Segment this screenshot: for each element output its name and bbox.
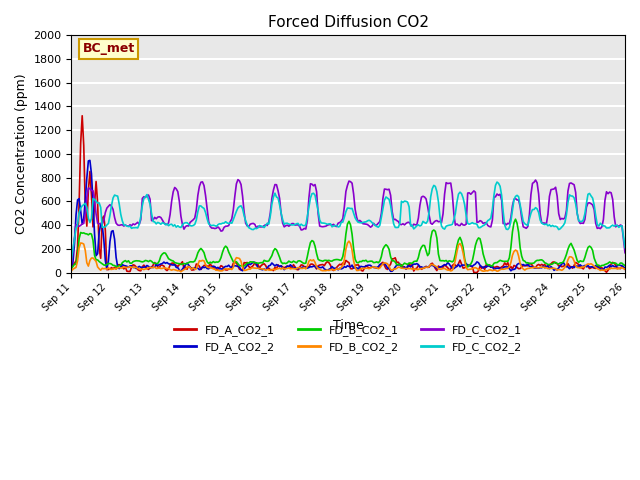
FD_C_CO2_2 (232, 208, 240, 214)
FD_B_CO2_2 (621, 266, 629, 272)
FD_C_CO2_2 (136, 221, 143, 227)
FD_C_CO2_1 (253, 225, 260, 231)
FD_B_CO2_1 (232, 259, 240, 264)
FD_C_CO2_2 (592, 213, 600, 218)
FD_B_CO2_1 (136, 258, 143, 264)
FD_A_CO2_2 (137, 264, 145, 270)
FD_C_CO2_2 (310, 191, 317, 196)
FD_A_CO2_2 (86, 157, 93, 163)
Line: FD_B_CO2_1: FD_B_CO2_1 (72, 219, 625, 269)
Line: FD_A_CO2_2: FD_A_CO2_2 (72, 160, 625, 271)
FD_A_CO2_1 (137, 268, 145, 274)
FD_B_CO2_2 (593, 265, 601, 271)
FD_A_CO2_2 (621, 265, 629, 271)
Legend: FD_A_CO2_1, FD_A_CO2_2, FD_B_CO2_1, FD_B_CO2_2, FD_C_CO2_1, FD_C_CO2_2: FD_A_CO2_1, FD_A_CO2_2, FD_B_CO2_1, FD_B… (170, 321, 527, 357)
FD_B_CO2_2 (234, 255, 242, 261)
FD_B_CO2_1 (511, 216, 519, 222)
FD_B_CO2_1 (260, 257, 268, 263)
FD_A_CO2_2 (68, 264, 76, 270)
FD_B_CO2_1 (251, 260, 259, 265)
FD_B_CO2_2 (345, 238, 353, 244)
FD_B_CO2_2 (177, 269, 185, 275)
Line: FD_C_CO2_2: FD_C_CO2_2 (72, 182, 625, 260)
FD_A_CO2_1 (234, 263, 242, 269)
X-axis label: Time: Time (333, 319, 364, 332)
Line: FD_C_CO2_1: FD_C_CO2_1 (72, 180, 625, 264)
FD_A_CO2_1 (253, 263, 260, 268)
FD_C_CO2_1 (234, 177, 242, 182)
FD_A_CO2_1 (78, 113, 86, 119)
FD_B_CO2_1 (310, 239, 317, 244)
FD_A_CO2_2 (262, 267, 269, 273)
FD_C_CO2_2 (68, 257, 76, 263)
FD_C_CO2_1 (68, 262, 76, 267)
FD_A_CO2_2 (234, 264, 242, 269)
FD_A_CO2_2 (387, 268, 394, 274)
FD_A_CO2_2 (311, 264, 319, 269)
FD_A_CO2_1 (311, 264, 319, 270)
FD_B_CO2_1 (592, 259, 600, 265)
FD_A_CO2_1 (470, 270, 477, 276)
FD_B_CO2_1 (621, 263, 629, 268)
FD_A_CO2_1 (593, 264, 601, 270)
FD_C_CO2_1 (592, 220, 600, 226)
FD_C_CO2_2 (621, 245, 629, 251)
FD_B_CO2_2 (68, 268, 76, 274)
FD_B_CO2_2 (311, 260, 319, 265)
FD_C_CO2_1 (136, 221, 143, 227)
FD_B_CO2_2 (253, 265, 260, 271)
FD_C_CO2_1 (621, 250, 629, 256)
FD_C_CO2_1 (262, 222, 269, 228)
FD_A_CO2_2 (593, 264, 601, 270)
FD_A_CO2_1 (262, 263, 269, 268)
FD_C_CO2_2 (251, 226, 259, 231)
FD_C_CO2_2 (260, 225, 268, 230)
Y-axis label: CO2 Concentration (ppm): CO2 Concentration (ppm) (15, 73, 28, 234)
Line: FD_B_CO2_2: FD_B_CO2_2 (72, 241, 625, 272)
FD_C_CO2_2 (493, 179, 501, 185)
FD_B_CO2_1 (68, 266, 76, 272)
FD_B_CO2_2 (262, 267, 269, 273)
Text: BC_met: BC_met (83, 42, 135, 56)
FD_A_CO2_1 (621, 266, 629, 272)
FD_A_CO2_2 (253, 261, 260, 267)
Line: FD_A_CO2_1: FD_A_CO2_1 (72, 116, 625, 273)
FD_B_CO2_2 (136, 266, 143, 272)
FD_C_CO2_1 (232, 181, 240, 187)
Title: Forced Diffusion CO2: Forced Diffusion CO2 (268, 15, 429, 30)
FD_C_CO2_1 (311, 181, 319, 187)
FD_A_CO2_1 (68, 265, 76, 271)
